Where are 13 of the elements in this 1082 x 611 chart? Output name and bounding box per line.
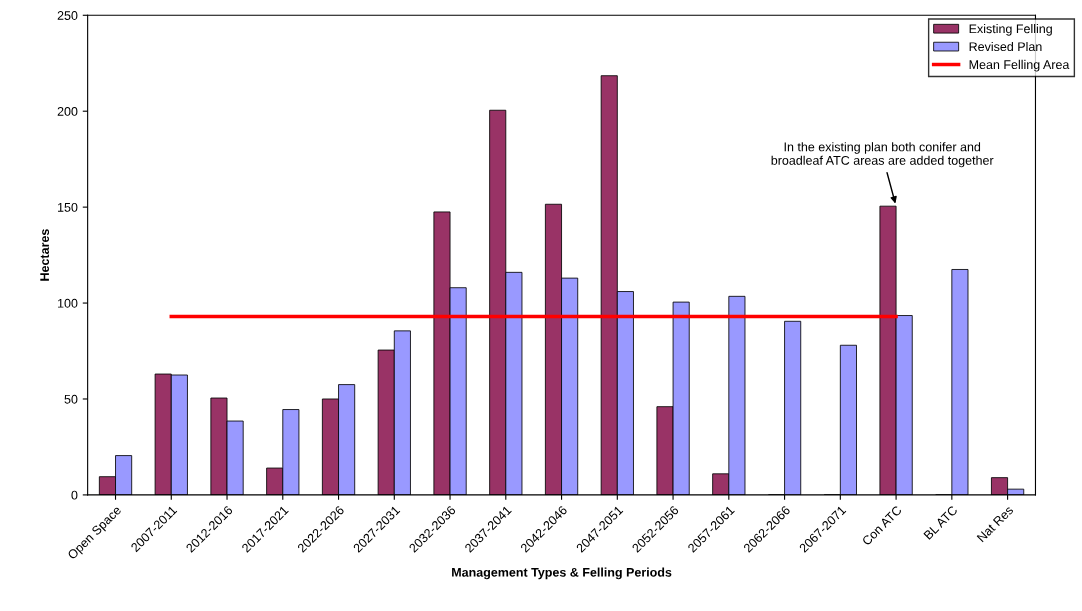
legend-label: Mean Felling Area	[969, 59, 1070, 72]
legend-label: Revised Plan	[969, 41, 1042, 52]
y-tick-label: 50	[64, 394, 78, 404]
y-axis-title: Hectares	[40, 229, 50, 281]
y-tick-label: 100	[58, 298, 78, 308]
y-tick-label: 200	[57, 107, 78, 116]
x-axis-title: Management Types & Felling Periods	[452, 567, 672, 580]
y-tick-label: 150	[58, 202, 78, 212]
annotation: In the existing plan both conifer and broadleaf ATC areas are added together	[771, 142, 994, 168]
y-tick-label: 250	[57, 11, 78, 20]
x-tick-label: Nat Res	[976, 505, 1014, 543]
legend-label: Existing Felling	[969, 24, 1052, 36]
y-tick-label: 0	[71, 490, 78, 500]
